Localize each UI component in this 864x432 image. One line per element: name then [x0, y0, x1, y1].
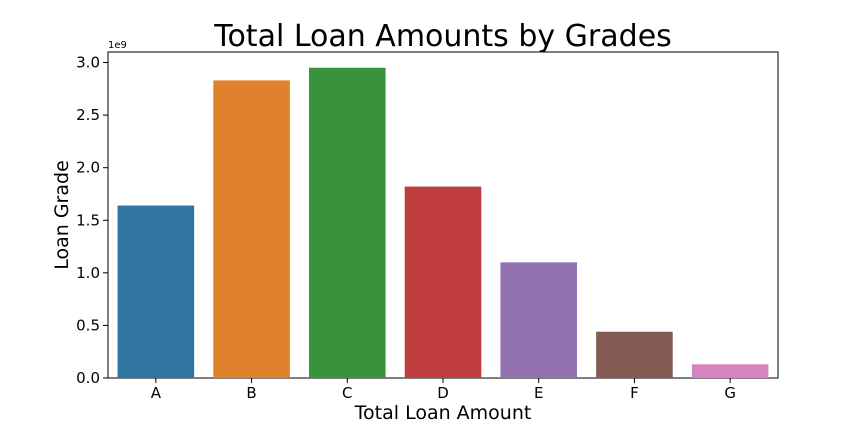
y-tick-label: 1.0: [76, 264, 100, 282]
y-tick-label: 2.5: [76, 106, 100, 124]
y-tick-label: 2.0: [76, 159, 100, 177]
y-tick-label: 0.0: [76, 369, 100, 387]
x-tick-label: E: [534, 384, 543, 402]
y-tick-label: 1.5: [76, 211, 100, 229]
bar-A: [117, 205, 195, 378]
x-tick-label: G: [724, 384, 736, 402]
bars-group: [117, 67, 769, 379]
bar-G: [691, 364, 769, 378]
bar-B: [213, 80, 290, 378]
bar-F: [596, 331, 673, 378]
y-axis: 0.0 0.5 1.0 1.5 2.0 2.5 3.0: [76, 54, 108, 387]
bar-C: [309, 67, 386, 379]
bar-D: [404, 186, 482, 378]
chart-title: Total Loan Amounts by Grades: [213, 19, 672, 54]
x-axis-label: Total Loan Amount: [354, 402, 532, 424]
x-axis: A B C D E F G: [151, 378, 736, 402]
x-tick-label: D: [437, 384, 449, 402]
y-axis-multiplier: 1e9: [108, 40, 127, 51]
x-tick-label: A: [151, 384, 162, 402]
y-tick-label: 0.5: [76, 316, 100, 334]
x-tick-label: B: [246, 384, 256, 402]
y-tick-label: 3.0: [76, 54, 100, 72]
x-tick-label: F: [630, 384, 639, 402]
bar-E: [500, 262, 577, 378]
plot-area: 0.0 0.5 1.0 1.5 2.0 2.5 3.0 A B C D E F G: [76, 51, 779, 402]
x-tick-label: C: [342, 384, 352, 402]
y-axis-label: Loan Grade: [51, 160, 73, 270]
